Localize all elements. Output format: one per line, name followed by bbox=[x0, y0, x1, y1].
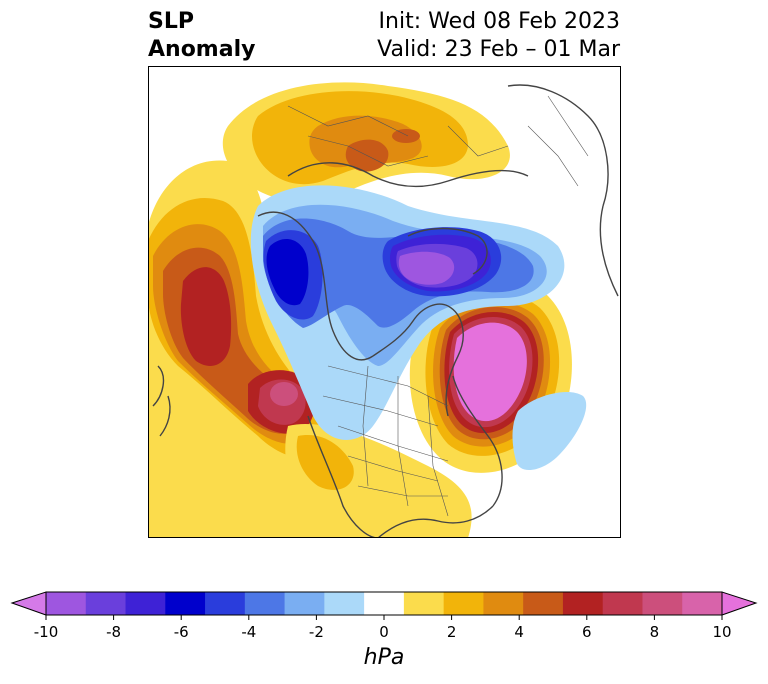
title-dates: Init: Wed 08 Feb 2023 Valid: 23 Feb – 01… bbox=[377, 8, 620, 64]
colorbar-swatch bbox=[244, 592, 286, 615]
coastlines bbox=[152, 84, 619, 538]
colorbar-swatch bbox=[165, 592, 206, 615]
colorbar-tick-label: 10 bbox=[712, 623, 731, 641]
colorbar-unit: hPa bbox=[363, 645, 405, 670]
init-date: Init: Wed 08 Feb 2023 bbox=[378, 9, 620, 34]
colorbar-tick-label: 0 bbox=[379, 623, 389, 641]
colorbar-tick-label: 2 bbox=[447, 623, 457, 641]
colorbar-tick-label: -6 bbox=[174, 623, 189, 641]
valid-date: Valid: 23 Feb – 01 Mar bbox=[377, 37, 620, 62]
colorbar-swatch bbox=[602, 592, 643, 615]
colorbar-swatch bbox=[682, 592, 723, 615]
colorbar-ticks: -10 -8 -6 -4 -2 0 2 4 6 8 10 bbox=[34, 615, 732, 641]
colorbar-swatch bbox=[483, 592, 524, 615]
atlantic-high-anomaly bbox=[409, 279, 572, 473]
colorbar-swatch bbox=[85, 592, 127, 615]
colorbar-tick-label: 6 bbox=[582, 623, 592, 641]
colorbar-swatch bbox=[125, 592, 166, 615]
colorbar-swatch bbox=[284, 592, 325, 615]
slp-anomaly-map bbox=[148, 66, 621, 538]
map-frame bbox=[148, 66, 621, 538]
title-anomaly: Anomaly bbox=[148, 37, 256, 62]
southern-high-anomaly bbox=[285, 424, 472, 538]
colorbar-swatch bbox=[403, 592, 445, 615]
title-variable: SLP Anomaly bbox=[148, 8, 255, 64]
colorbar-swatches bbox=[46, 592, 723, 615]
colorbar-tick-label: -10 bbox=[34, 623, 59, 641]
colorbar-swatch bbox=[443, 592, 484, 615]
colorbar-swatch bbox=[642, 592, 683, 615]
negative-anomaly bbox=[250, 185, 587, 471]
colorbar-swatch bbox=[364, 592, 405, 615]
colorbar-tick-label: -2 bbox=[309, 623, 324, 641]
colorbar-extend-max bbox=[721, 591, 758, 616]
colorbar-extend-min bbox=[10, 591, 47, 616]
colorbar-swatch bbox=[205, 592, 246, 615]
colorbar-swatch bbox=[523, 592, 564, 615]
colorbar-swatch bbox=[324, 592, 365, 615]
title-slp: SLP bbox=[148, 9, 194, 34]
colorbar-tick-label: 8 bbox=[650, 623, 660, 641]
colorbar-swatch bbox=[46, 592, 87, 615]
borders bbox=[287, 95, 589, 517]
colorbar-swatch bbox=[562, 592, 604, 615]
colorbar-tick-label: 4 bbox=[514, 623, 524, 641]
colorbar-tick-label: -4 bbox=[241, 623, 256, 641]
colorbar: -10 -8 -6 -4 -2 0 2 4 6 8 10 bbox=[10, 591, 758, 641]
colorbar-tick-label: -8 bbox=[106, 623, 121, 641]
